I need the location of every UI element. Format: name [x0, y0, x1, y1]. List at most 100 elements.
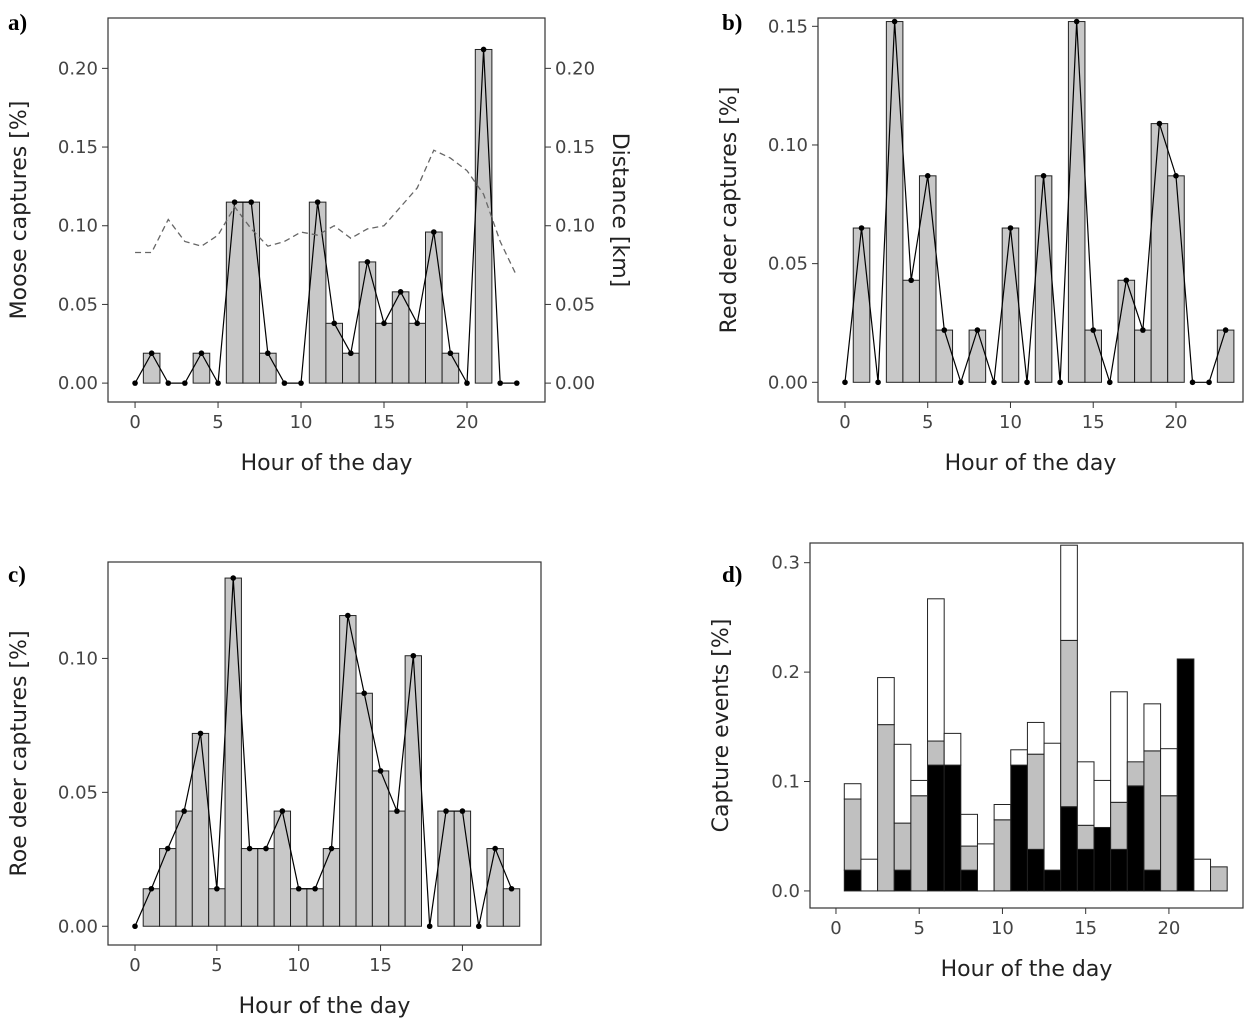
bar [273, 810, 292, 927]
point [381, 320, 387, 327]
stacked-segment [860, 858, 879, 892]
y-axis-label: Roe deer captures [%] [7, 630, 32, 876]
x-axis-label: Hour of the day [941, 957, 1113, 982]
bar [441, 352, 460, 384]
point [459, 808, 466, 814]
y-tick-label: 0.15 [58, 137, 98, 158]
point [328, 845, 335, 852]
point [991, 379, 997, 386]
stacked-segment [1143, 750, 1162, 871]
y-tick-label: 0.20 [58, 58, 98, 79]
stacked-segment [843, 783, 862, 800]
x-tick-label: 0 [830, 918, 841, 939]
point [214, 885, 220, 892]
stacked-segment [1160, 748, 1178, 797]
stacked-segment [960, 869, 978, 892]
point [279, 808, 286, 814]
bar [425, 231, 443, 384]
x-tick-label: 15 [1082, 412, 1105, 433]
point [508, 885, 515, 892]
panel: b) 0 5 10 15 20 0.00 0.05 0.10 0.15 Hour of the da… [717, 10, 1244, 476]
point [263, 845, 269, 852]
y2-tick-label: 0.00 [555, 373, 595, 394]
y-tick-label: 0.00 [58, 916, 98, 937]
y-tick-label: 0.05 [768, 254, 808, 275]
bar [486, 848, 504, 927]
bar [902, 279, 920, 383]
bar [1134, 329, 1152, 383]
point [312, 885, 318, 892]
bar [408, 322, 427, 384]
bar [192, 352, 211, 384]
y-tick-label: 0.2 [771, 662, 800, 683]
stacked-segment [943, 732, 962, 766]
stacked-segment [1010, 764, 1028, 892]
stacked-segment [1110, 848, 1128, 892]
point [331, 320, 338, 327]
stacked-segment [910, 795, 929, 892]
point [248, 199, 255, 205]
stacked-segment [927, 740, 945, 766]
stacked-segment [1143, 869, 1162, 892]
bar [1001, 227, 1020, 383]
stacked-segment [843, 798, 862, 871]
bar [404, 655, 422, 927]
y-tick-label: 0.0 [771, 881, 800, 902]
point [231, 199, 238, 205]
trend-line [134, 49, 517, 386]
stacked-segment [1110, 801, 1128, 850]
stacked-segment [1076, 848, 1095, 892]
panel: c) 0 5 10 15 20 0.00 0.05 0.10 Hour of the day Roe… [7, 561, 542, 1019]
stacked-segment [1076, 761, 1095, 826]
stacked-segment [960, 813, 978, 847]
stacked-segment [893, 869, 912, 892]
bar [342, 352, 360, 384]
point [941, 327, 948, 333]
plot-frame [817, 17, 1244, 403]
bar [885, 21, 904, 383]
bar [968, 329, 987, 383]
point [345, 612, 351, 619]
point [377, 768, 384, 774]
y-axis-label: Moose captures [%] [7, 101, 32, 320]
point [164, 845, 171, 852]
x-axis-label: Hour of the day [945, 451, 1117, 476]
stacked-segment [1160, 795, 1178, 892]
bar [388, 810, 406, 927]
bar [391, 291, 410, 384]
y2-tick-label: 0.15 [555, 137, 595, 158]
point [891, 18, 898, 25]
stacked-segment [893, 822, 912, 871]
point [1222, 327, 1229, 333]
stacked-segment [976, 843, 995, 892]
point [281, 380, 288, 386]
point [414, 320, 421, 327]
stacked-segment [1026, 753, 1045, 850]
x-axis-label: Hour of the day [239, 994, 411, 1019]
bar [355, 692, 373, 927]
plot-frame [107, 17, 546, 403]
bar [306, 888, 324, 927]
point [132, 380, 138, 386]
bar [242, 201, 261, 384]
stacked-segment [993, 803, 1012, 821]
point [858, 225, 865, 231]
stacked-segment [1093, 779, 1112, 828]
y-tick-label: 0.00 [768, 372, 808, 393]
stacked-segment [877, 724, 895, 892]
point [958, 379, 964, 386]
bar [1034, 175, 1053, 383]
stacked-segment [1093, 826, 1112, 892]
stacked-segment [910, 779, 929, 797]
point [314, 199, 321, 205]
x-tick-label: 5 [913, 918, 924, 939]
x-tick-label: 20 [1165, 412, 1188, 433]
point [148, 350, 155, 357]
bar [240, 848, 259, 927]
y-tick-label: 0.05 [58, 782, 98, 803]
stacked-segment [1126, 761, 1145, 787]
point [875, 379, 881, 386]
stacked-segment [1110, 691, 1128, 803]
y2-axis-label: Distance [km] [607, 133, 632, 288]
bar [142, 888, 161, 927]
